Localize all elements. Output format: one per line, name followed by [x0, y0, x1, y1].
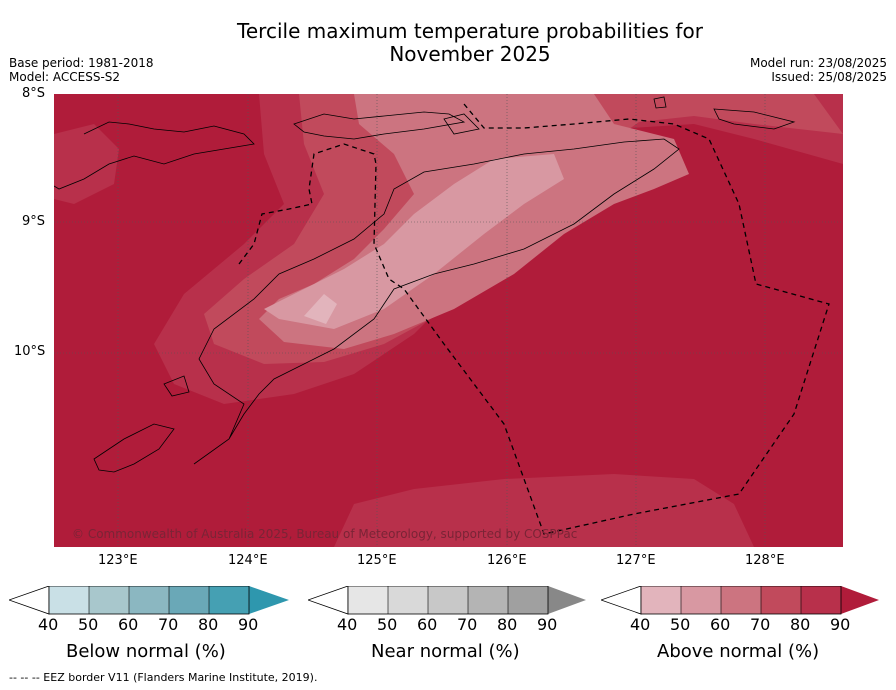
above-tick-50: 50 [670, 615, 691, 634]
model-run: Model run: 23/08/2025 [749, 56, 887, 70]
colorbar-above [601, 586, 879, 615]
below-tick-40: 40 [38, 615, 59, 634]
meta-right: Model run: 23/08/2025 Issued: 25/08/2025 [750, 56, 887, 84]
contour-80-west [54, 124, 119, 204]
alor-coast [54, 121, 255, 190]
below-tick-60: 60 [118, 615, 139, 634]
semau-coast [163, 375, 190, 397]
below-tick-50: 50 [78, 615, 99, 634]
timor-coast [193, 138, 680, 465]
above-tick-80: 80 [790, 615, 811, 634]
atauro-coast [443, 113, 480, 135]
near-tick-90: 90 [537, 615, 558, 634]
near-tick-60: 60 [417, 615, 438, 634]
lon-label-123e: 123°E [98, 553, 138, 568]
lat-label-8s: 8°S [22, 86, 46, 101]
near-tick-50: 50 [377, 615, 398, 634]
above-tick-40: 40 [630, 615, 651, 634]
contour-80-south [334, 474, 754, 547]
lon-label-124e: 124°E [228, 553, 268, 568]
contour-40 [304, 294, 337, 324]
model-name: Model: ACCESS-S2 [9, 70, 121, 84]
below-tick-80: 80 [198, 615, 219, 634]
lon-label-125e: 125°E [357, 553, 397, 568]
colorbar-below [9, 586, 289, 615]
rote-coast [93, 423, 175, 473]
above-tick-60: 60 [710, 615, 731, 634]
lon-label-126e: 126°E [487, 553, 527, 568]
below-tick-70: 70 [158, 615, 179, 634]
eez-border [238, 103, 830, 535]
eez-footnote: -- -- -- EEZ border V11 (Flanders Marine… [9, 671, 318, 684]
contour-50 [264, 154, 564, 329]
near-tick-40: 40 [337, 615, 358, 634]
probability-map: © Commonwealth of Australia 2025, Bureau… [54, 94, 843, 547]
graticule [54, 94, 843, 547]
lon-label-128e: 128°E [745, 553, 785, 568]
coastlines [54, 96, 796, 473]
kisar-coast [653, 96, 667, 109]
issued-date: Issued: 25/08/2025 [771, 70, 887, 84]
meta-left: Base period: 1981-2018 Model: ACCESS-S2 [9, 56, 154, 84]
title-line-2: November 2025 [389, 42, 551, 66]
below-normal-title: Below normal (%) [66, 641, 226, 662]
wetar-coast [293, 111, 466, 140]
leti-coast [713, 108, 796, 130]
colorbar-near [308, 586, 586, 615]
above-tick-90: 90 [830, 615, 851, 634]
copyright-notice: © Commonwealth of Australia 2025, Bureau… [72, 527, 577, 541]
above-normal-title: Above normal (%) [657, 641, 820, 662]
near-normal-title: Near normal (%) [371, 641, 520, 662]
near-tick-70: 70 [457, 615, 478, 634]
base-period: Base period: 1981-2018 [9, 56, 154, 70]
lat-label-10s: 10°S [14, 344, 46, 359]
lat-label-9s: 9°S [22, 214, 46, 229]
below-tick-90: 90 [238, 615, 259, 634]
above-tick-70: 70 [750, 615, 771, 634]
near-tick-80: 80 [497, 615, 518, 634]
chart-title: Tercile maximum temperature probabilitie… [170, 20, 770, 66]
lon-label-127e: 127°E [616, 553, 656, 568]
title-line-1: Tercile maximum temperature probabilitie… [237, 19, 703, 43]
